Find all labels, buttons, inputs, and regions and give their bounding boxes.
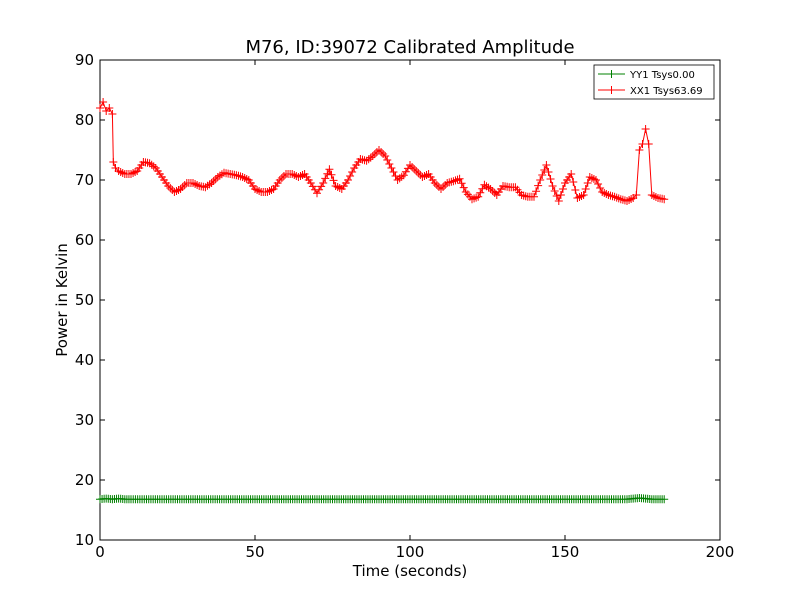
series-marker-path-0: [96, 494, 669, 504]
x-tick-label: 0: [95, 543, 105, 561]
legend-box: [593, 64, 715, 100]
legend-label-xx1: XX1 Tsys63.69: [630, 86, 703, 97]
legend-marker-xx1: [607, 86, 616, 94]
x-tick-label: 150: [551, 543, 580, 561]
series-markers-0: [96, 494, 669, 504]
y-tick-label: 40: [75, 351, 94, 369]
y-tick-label: 50: [75, 291, 94, 309]
y-tick-label: 70: [75, 171, 94, 189]
series-marker-path-1: [96, 98, 669, 205]
plot-frame: [99, 59, 721, 541]
y-tick-label: 60: [75, 231, 94, 249]
x-tick-label: 200: [706, 543, 735, 561]
series-markers-1: [96, 98, 669, 205]
y-tick-label: 10: [75, 531, 94, 549]
x-axis-title: Time (seconds): [352, 562, 468, 580]
legend-marker-yy1: [607, 70, 616, 78]
chart-title: M76, ID:39072 Calibrated Amplitude: [245, 37, 574, 58]
x-tick-label: 50: [245, 543, 264, 561]
ticks-layer: 0 50 100 150 200 10 20 30 40 50 60 70 80 90: [75, 51, 734, 561]
y-tick-label: 80: [75, 111, 94, 129]
legend-label-yy1: YY1 Tsys0.00: [629, 70, 695, 81]
y-tick-label: 30: [75, 411, 94, 429]
y-tick-label: 20: [75, 471, 94, 489]
y-axis-title: Power in Kelvin: [53, 243, 71, 357]
y-tick-label: 90: [75, 51, 94, 69]
legend: YY1 Tsys0.00 XX1 Tsys63.69: [593, 64, 715, 100]
series-layer: [96, 98, 669, 504]
x-tick-label: 100: [396, 543, 425, 561]
